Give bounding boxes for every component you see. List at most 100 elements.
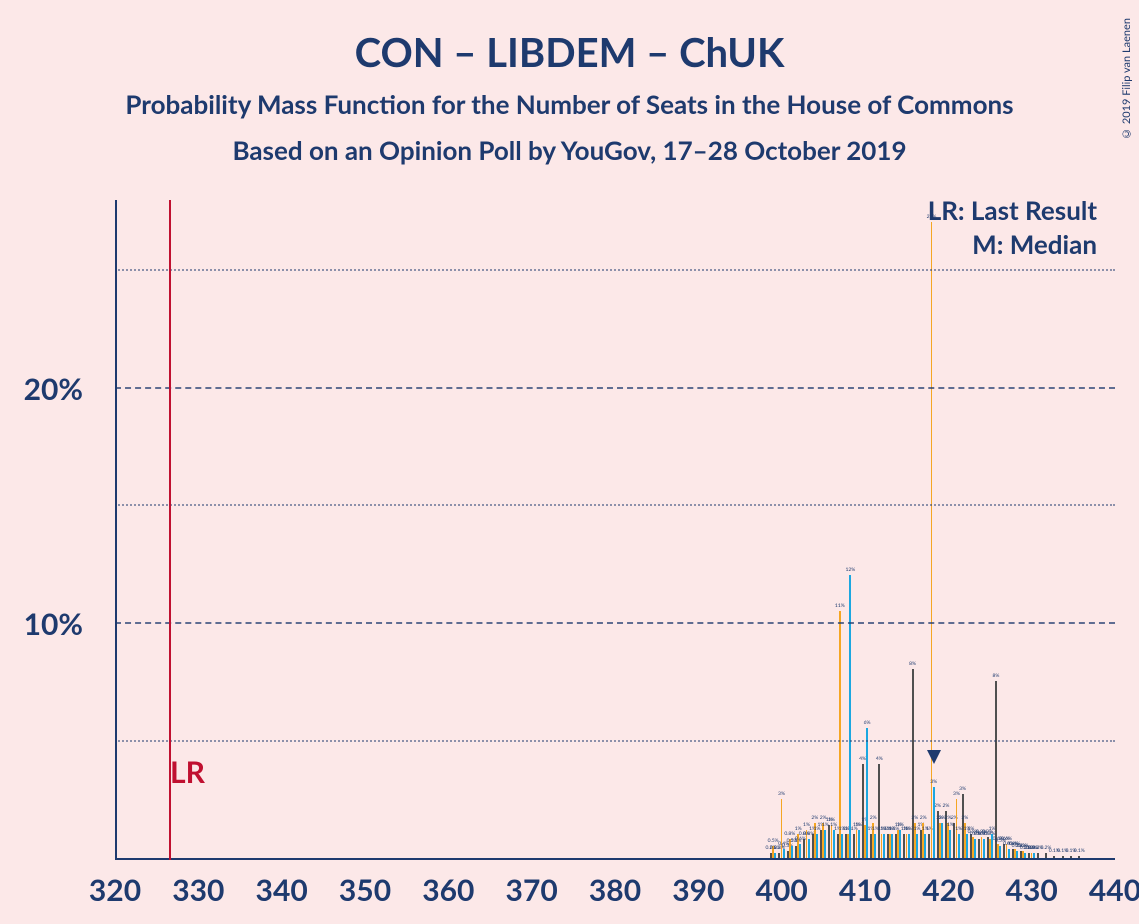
bar-value-label: 11% (835, 603, 845, 609)
bar-blue: 6% (866, 728, 868, 858)
x-tick-label: 390 (672, 872, 724, 908)
bar-value-label: 3% (959, 786, 966, 792)
bar-value-label: 0.1% (1074, 848, 1085, 854)
x-tick-label: 370 (506, 872, 558, 908)
bar-value-label: 1% (872, 826, 879, 832)
bar-value-label: 4% (876, 756, 883, 762)
bar-blue: 0.2% (1024, 853, 1026, 858)
grid-minor (115, 740, 1115, 742)
bar-blue: 1% (949, 830, 951, 858)
bar-blue: 0.8% (808, 839, 810, 858)
bar-value-label: 0.8% (784, 831, 795, 837)
bar-value-label: 1% (905, 826, 912, 832)
bar-blue: 1% (991, 834, 993, 858)
bar-blue: 2% (941, 823, 943, 858)
bar-blue: 1% (891, 834, 893, 858)
bar-blue: 1% (916, 834, 918, 858)
bar-value-label: 2% (939, 815, 946, 821)
bar-blue: 12% (849, 575, 851, 858)
bar-value-label: 3% (778, 791, 785, 797)
grid-major (115, 387, 1115, 389)
bar-grey: 0.1% (1070, 856, 1072, 858)
bar-value-label: 1% (880, 826, 887, 832)
x-tick-label: 430 (1006, 872, 1058, 908)
bar-blue: 1% (824, 830, 826, 858)
bar-blue: 1% (958, 834, 960, 858)
median-arrow-icon (927, 750, 941, 764)
x-tick-label: 350 (339, 872, 391, 908)
pmf-chart: CON – LIBDEM – ChUK Probability Mass Fun… (0, 0, 1139, 924)
bar-blue: 3% (933, 787, 935, 858)
bar-blue: 1% (883, 834, 885, 858)
bar-blue: 1% (858, 830, 860, 858)
bar-value-label: 1% (889, 826, 896, 832)
bar-grey: 0.1% (1062, 856, 1064, 858)
chart-title: CON – LIBDEM – ChUK (0, 0, 1139, 76)
grid-major (115, 622, 1115, 624)
copyright-text: © 2019 Filip van Laenen (1120, 18, 1133, 140)
bar-value-label: 1% (839, 826, 846, 832)
x-tick-label: 330 (172, 872, 224, 908)
bar-value-label: 1% (830, 822, 837, 828)
bar-value-label: 1% (989, 826, 996, 832)
bar-blue: 0.5% (791, 846, 793, 858)
bar-value-label: 2% (811, 815, 818, 821)
bars-container: 0.2%0.2%0.3%0.5%0.8%1%1%1%1%1%1%4%1%4%1%… (115, 200, 1115, 860)
bar-blue: 1% (841, 834, 843, 858)
x-tick-label: 340 (256, 872, 308, 908)
bar-blue: 0.4% (783, 849, 785, 858)
bar-value-label: 1% (855, 822, 862, 828)
x-tick-label: 320 (89, 872, 141, 908)
bar-value-label: 2% (961, 815, 968, 821)
bar-value-label: 0.8% (978, 831, 989, 837)
x-tick-label: 360 (422, 872, 474, 908)
bar-blue: 1% (966, 834, 968, 858)
bar-blue: 1% (874, 834, 876, 858)
bar-value-label: 2% (870, 815, 877, 821)
x-tick-label: 420 (922, 872, 974, 908)
bar-value-label: 0.8% (803, 831, 814, 837)
bar-value-label: 0.5% (768, 838, 779, 844)
bar-blue: 0.6% (799, 844, 801, 858)
bar-value-label: 8% (909, 661, 916, 667)
bar-value-label: 0.2% (1028, 845, 1039, 851)
bar-blue: 1% (908, 834, 910, 858)
bar-blue: 1% (833, 830, 835, 858)
bar-blue: 0.4% (1008, 849, 1010, 858)
bar-orange: 11% (839, 611, 841, 859)
bar-value-label: 3% (953, 791, 960, 797)
bar-value-label: 27% (927, 214, 937, 220)
bar-value-label: 1% (955, 826, 962, 832)
bar-blue: 0.8% (974, 839, 976, 858)
bar-value-label: 1% (814, 826, 821, 832)
y-tick-label: 10% (0, 606, 83, 642)
bar-grey: 0.2% (1045, 853, 1047, 858)
x-tick-label: 380 (589, 872, 641, 908)
bar-blue: 1% (816, 834, 818, 858)
grid-minor (115, 504, 1115, 506)
bar-value-label: 2% (945, 815, 952, 821)
bar-value-label: 2% (934, 803, 941, 809)
bar-blue: 0.8% (983, 839, 985, 858)
bar-value-label: 4% (859, 756, 866, 762)
bar-value-label: 2% (920, 815, 927, 821)
bar-blue: 1% (899, 830, 901, 858)
bar-blue: 0.3% (1016, 851, 1018, 858)
bar-grey: 0.2% (1037, 853, 1039, 858)
grid-minor (115, 269, 1115, 271)
bar-value-label: 1% (803, 822, 810, 828)
bar-value-label: 1% (897, 822, 904, 828)
bar-blue: 0.2% (774, 853, 776, 858)
bar-value-label: 2% (942, 803, 949, 809)
bar-value-label: 1% (795, 826, 802, 832)
bar-value-label: 2% (820, 815, 827, 821)
lr-label: LR (170, 754, 205, 790)
bar-value-label: 12% (845, 567, 855, 573)
x-tick-label: 440 (1089, 872, 1139, 908)
bar-value-label: 1% (947, 822, 954, 828)
bar-grey: 0.1% (1053, 856, 1055, 858)
bar-blue: 0.2% (1033, 853, 1035, 858)
y-tick-label: 20% (0, 371, 83, 407)
bar-value-label: 3% (930, 779, 937, 785)
x-tick-label: 410 (839, 872, 891, 908)
